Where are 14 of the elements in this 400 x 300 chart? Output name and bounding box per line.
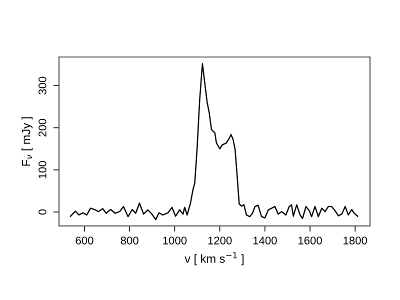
y-axis-title: F$_{ν}$ [ mJy ] [22,117,33,166]
line-series [70,63,358,220]
x-axis-title: v [ km s$^{−1}$ ] [184,252,244,266]
y-tick-label: 100 [38,161,46,178]
y-tick-label: 200 [38,118,46,136]
y-tick-label: 0 [38,209,46,215]
x-tick-label: 1200 [208,236,232,244]
y-tick-label: 300 [38,76,46,94]
x-tick-label: 1400 [253,236,277,244]
x-tick-label: 1800 [344,236,368,244]
x-tick-label: 600 [76,236,94,244]
x-tick-label: 800 [120,236,138,244]
x-tick-label: 1600 [298,236,322,244]
x-tick-label: 1000 [163,236,187,244]
